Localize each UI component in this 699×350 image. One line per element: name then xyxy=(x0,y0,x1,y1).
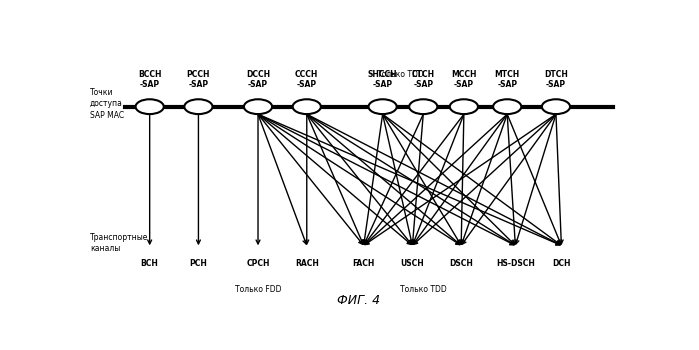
Text: PCH: PCH xyxy=(189,259,208,268)
Text: DCCH
-SAP: DCCH -SAP xyxy=(246,70,270,89)
Text: CCCH
-SAP: CCCH -SAP xyxy=(295,70,319,89)
Text: Только FDD: Только FDD xyxy=(235,285,281,294)
Text: BCH: BCH xyxy=(140,259,159,268)
Ellipse shape xyxy=(493,99,521,114)
Ellipse shape xyxy=(185,99,212,114)
Text: DSCH: DSCH xyxy=(449,259,473,268)
Text: MCCH
-SAP: MCCH -SAP xyxy=(451,70,477,89)
Ellipse shape xyxy=(449,99,478,114)
Text: CTCH
-SAP: CTCH -SAP xyxy=(412,70,435,89)
Text: PCCH
-SAP: PCCH -SAP xyxy=(187,70,210,89)
Text: Точки
доступа
SAP MAC: Точки доступа SAP MAC xyxy=(90,89,124,120)
Text: DCH: DCH xyxy=(552,259,570,268)
Text: DTCH
-SAP: DTCH -SAP xyxy=(544,70,568,89)
Text: FACH: FACH xyxy=(352,259,375,268)
Text: CPCH: CPCH xyxy=(246,259,270,268)
Ellipse shape xyxy=(136,99,164,114)
Ellipse shape xyxy=(409,99,438,114)
Text: HS-DSCH: HS-DSCH xyxy=(496,259,535,268)
Ellipse shape xyxy=(244,99,272,114)
Text: ФИГ. 4: ФИГ. 4 xyxy=(337,294,380,307)
Text: Транспортные
каналы: Транспортные каналы xyxy=(90,233,148,253)
Text: BCCH
-SAP: BCCH -SAP xyxy=(138,70,161,89)
Text: USCH: USCH xyxy=(401,259,424,268)
Ellipse shape xyxy=(542,99,570,114)
Text: SHCCH
-SAP: SHCCH -SAP xyxy=(368,70,398,89)
Text: Только TDD: Только TDD xyxy=(400,285,447,294)
Text: RACH: RACH xyxy=(295,259,319,268)
Ellipse shape xyxy=(368,99,397,114)
Text: Только TDD: Только TDD xyxy=(377,70,424,79)
Text: MTCH
-SAP: MTCH -SAP xyxy=(495,70,520,89)
Ellipse shape xyxy=(293,99,321,114)
